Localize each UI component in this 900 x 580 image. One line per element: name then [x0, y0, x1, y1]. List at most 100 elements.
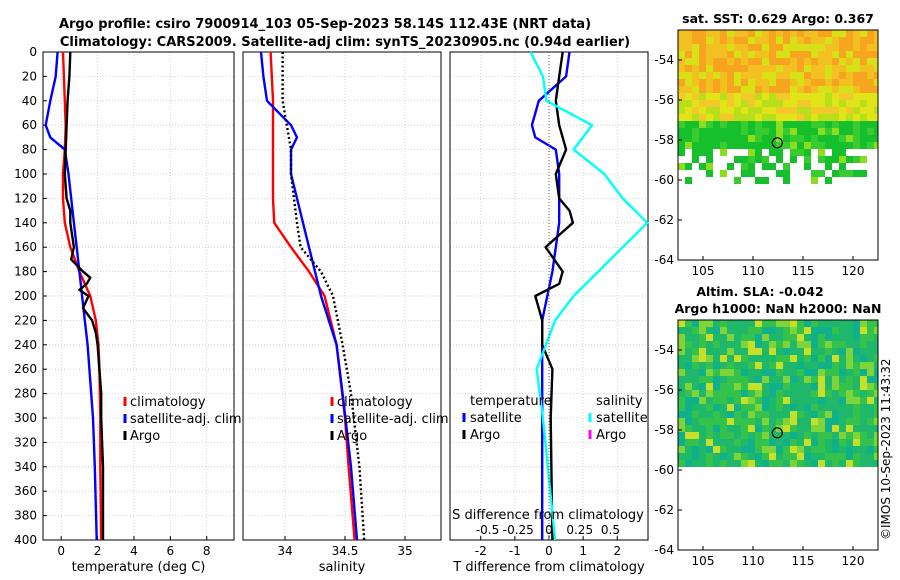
map-cell: [867, 446, 874, 453]
map-cell: [685, 79, 692, 86]
legend-temperature-title: temperature: [470, 394, 552, 409]
map-cell: [811, 128, 818, 135]
map-cell: [706, 418, 713, 425]
map-frame: [677, 29, 879, 261]
map-cell: [797, 369, 804, 376]
map-cell: [692, 453, 699, 460]
map-y-tick-label: -60: [654, 173, 674, 187]
map-cell: [685, 58, 692, 65]
map-cell: [804, 432, 811, 439]
map-cell: [832, 128, 839, 135]
map-cell: [867, 320, 874, 327]
map-cell: [734, 453, 741, 460]
map-cell: [797, 404, 804, 411]
map-cell: [825, 107, 832, 114]
map-cell: [741, 320, 748, 327]
map-cell: [678, 383, 685, 390]
map-cell: [839, 411, 846, 418]
map-cell: [790, 58, 797, 65]
map-cell: [874, 362, 878, 369]
map-cell: [678, 114, 685, 121]
map-cell: [741, 121, 748, 128]
map-cell: [867, 121, 874, 128]
map-cell: [685, 369, 692, 376]
map-cell: [678, 439, 685, 446]
map-cell: [825, 93, 832, 100]
map-cell: [874, 37, 878, 44]
map-cell: [685, 418, 692, 425]
map-cell: [678, 128, 685, 135]
legend-label: satellite-adj. clim: [130, 412, 242, 427]
map-cell: [832, 320, 839, 327]
map-cell: [811, 362, 818, 369]
map-cell: [692, 369, 699, 376]
map-cell: [860, 51, 867, 58]
map-cell: [804, 390, 811, 397]
map-cell: [706, 334, 713, 341]
map-cell: [762, 37, 769, 44]
map-cell: [706, 156, 713, 163]
map-cell: [776, 348, 783, 355]
map-cell: [811, 170, 818, 177]
map-cell: [846, 72, 853, 79]
map-cell: [790, 369, 797, 376]
y-tick-label: 320: [14, 435, 37, 449]
map-cell: [846, 376, 853, 383]
map-cell: [706, 453, 713, 460]
map-cell: [769, 348, 776, 355]
map-cell: [804, 142, 811, 149]
map-cell: [846, 432, 853, 439]
map-cell: [713, 72, 720, 79]
map-cell: [720, 397, 727, 404]
map-cell: [678, 58, 685, 65]
x-tick-label: 34.5: [332, 544, 359, 558]
map-cell: [734, 121, 741, 128]
map-cell: [692, 156, 699, 163]
x-tick-label: 2: [94, 544, 102, 558]
map-cell: [832, 30, 839, 37]
map-cell: [867, 86, 874, 93]
map-cell: [720, 446, 727, 453]
map-cell: [762, 44, 769, 51]
map-cell: [867, 114, 874, 121]
map-y-tick-label: -64: [654, 253, 674, 267]
map-cell: [706, 114, 713, 121]
map-cell: [811, 107, 818, 114]
map-cell: [755, 107, 762, 114]
map-cell: [853, 320, 860, 327]
map-cell: [734, 93, 741, 100]
map-cell: [678, 355, 685, 362]
map-cell: [853, 170, 860, 177]
map-cell: [755, 86, 762, 93]
map-cell: [720, 51, 727, 58]
map-y-tick-label: -58: [654, 423, 674, 437]
map-cell: [727, 376, 734, 383]
map-cell: [853, 411, 860, 418]
map-cell: [727, 362, 734, 369]
map-cell: [741, 65, 748, 72]
map-cell: [741, 453, 748, 460]
map-cell: [783, 390, 790, 397]
map-cell: [825, 327, 832, 334]
map-cell: [741, 114, 748, 121]
map-cell: [713, 439, 720, 446]
series-line-satellite-adj-clim: [259, 51, 359, 541]
map-cell: [839, 65, 846, 72]
map-cell: [685, 135, 692, 142]
map-cell: [804, 51, 811, 58]
map-cell: [699, 79, 706, 86]
map-cell: [811, 418, 818, 425]
map-y-tick-label: -56: [654, 93, 674, 107]
map-cell: [797, 44, 804, 51]
map-cell: [832, 446, 839, 453]
map-cell: [678, 334, 685, 341]
map-cell: [685, 51, 692, 58]
map-cell: [685, 86, 692, 93]
map-cell: [797, 65, 804, 72]
map-cell: [811, 390, 818, 397]
map-cell: [860, 142, 867, 149]
map-cell: [860, 30, 867, 37]
map-cell: [818, 355, 825, 362]
map-x-tick-label: 115: [792, 264, 815, 278]
map-cell: [678, 411, 685, 418]
